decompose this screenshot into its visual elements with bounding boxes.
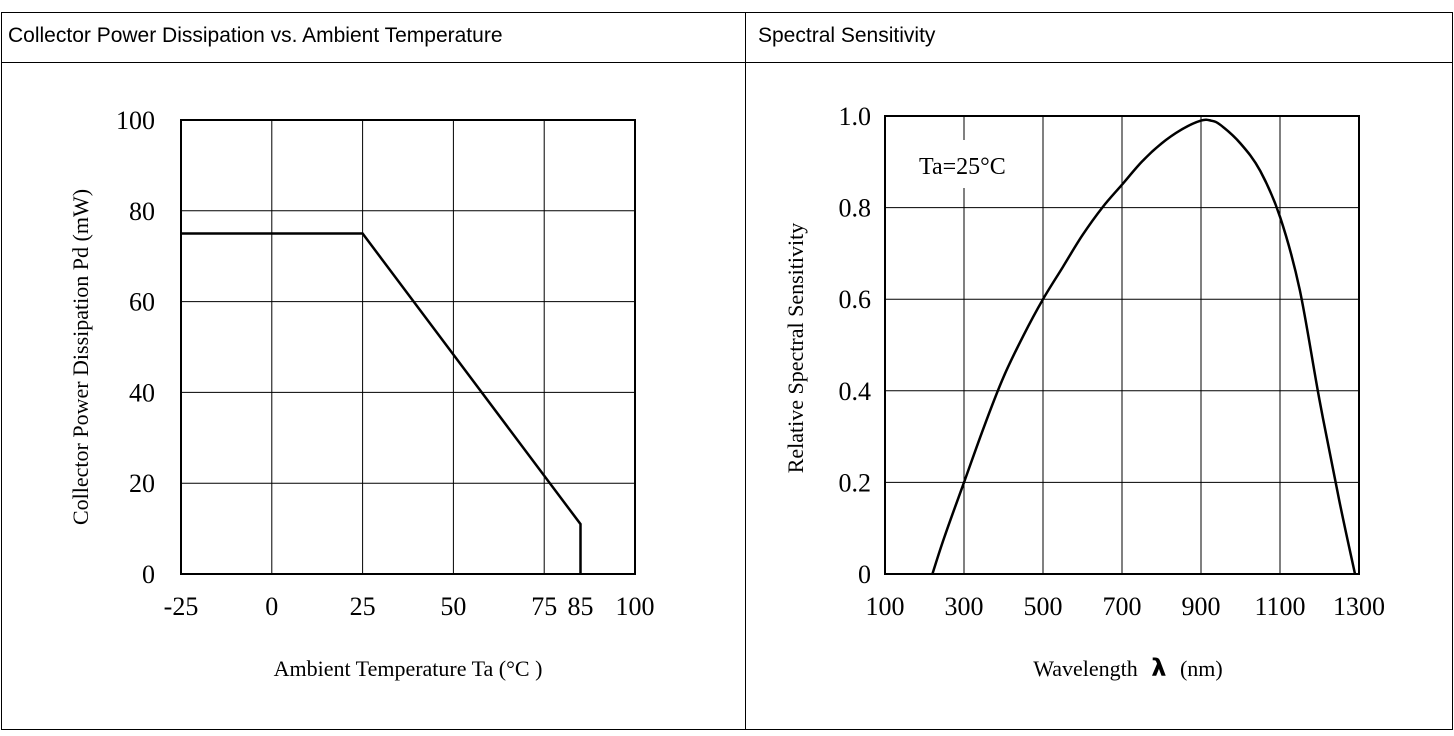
- power-chart-y-tick-label: 20: [129, 469, 155, 498]
- power-chart-y-tick-label: 60: [129, 288, 155, 317]
- power-chart-x-tick-label: 85: [568, 592, 594, 621]
- spectral-chart-sensitivity-curve: [931, 118, 1357, 575]
- power-chart-y-tick-label: 100: [116, 106, 155, 135]
- spectral-chart-x-axis-label-text: Wavelength: [1033, 656, 1138, 681]
- left-panel-header: Collector Power Dissipation vs. Ambient …: [8, 24, 503, 47]
- spectral-chart-x-tick-labels: 100 300 500 700 900 1100 1300: [866, 592, 1386, 621]
- right-panel-header: Spectral Sensitivity: [758, 24, 936, 47]
- spectral-chart-y-tick-label: 1.0: [839, 102, 872, 131]
- spectral-chart-x-tick-label: 300: [945, 592, 984, 621]
- power-chart-x-tick-label: 50: [440, 592, 466, 621]
- power-chart-x-tick-label: 75: [531, 592, 557, 621]
- spectral-chart-x-tick-label: 1100: [1254, 592, 1305, 621]
- table-grid-lines: [1, 12, 1453, 730]
- power-chart-plot-frame: [180, 119, 636, 575]
- power-chart-x-tick-labels: -25 0 25 50 75 85 100: [164, 592, 655, 621]
- spectral-chart-plot-frame: [884, 115, 1360, 575]
- power-chart-y-tick-label: 80: [129, 197, 155, 226]
- spectral-chart-annotation-box: [897, 140, 1031, 188]
- power-chart-x-tick-label: 0: [265, 592, 278, 621]
- spectral-chart-x-tick-label: 100: [866, 592, 905, 621]
- spectral-chart-y-tick-label: 0.4: [839, 377, 872, 406]
- spectral-chart-y-tick-label: 0.8: [839, 194, 872, 223]
- power-chart-x-tick-label: 100: [616, 592, 655, 621]
- power-chart-y-tick-label: 40: [129, 378, 155, 407]
- spectral-chart-x-tick-label: 500: [1024, 592, 1063, 621]
- power-chart-y-tick-labels: 0 20 40 60 80 100: [116, 106, 155, 589]
- spectral-sensitivity-chart: 0 0.2 0.4 0.6 0.8 1.0 100 300 500 700 900 1100 1300…: [783, 102, 1385, 682]
- power-chart-x-tick-label: -25: [164, 592, 199, 621]
- spectral-chart-x-tick-label: 1300: [1333, 592, 1385, 621]
- table-outer-border: [1, 12, 1453, 730]
- power-chart-y-axis-label: Collector Power Dissipation Pd (mW): [68, 189, 93, 525]
- spectral-chart-x-axis-label-unit: (nm): [1180, 656, 1223, 681]
- spectral-chart-x-tick-label: 900: [1182, 592, 1221, 621]
- spectral-chart-y-tick-label: 0.6: [839, 285, 872, 314]
- power-chart-x-axis-label: Ambient Temperature Ta (°C ): [274, 656, 543, 681]
- spectral-chart-y-tick-labels: 0 0.2 0.4 0.6 0.8 1.0: [839, 102, 872, 589]
- spectral-chart-y-tick-label: 0.2: [839, 468, 872, 497]
- spectral-chart-x-axis-label: Wavelength λ (nm): [1033, 654, 1222, 682]
- spectral-chart-x-tick-label: 700: [1103, 592, 1142, 621]
- power-chart-y-tick-label: 0: [142, 560, 155, 589]
- power-chart-x-tick-label: 25: [350, 592, 376, 621]
- spectral-chart-y-tick-label: 0: [858, 560, 871, 589]
- power-chart-derating-curve: [181, 232, 582, 574]
- spectral-chart-x-axis-label-symbol: λ: [1151, 654, 1166, 682]
- spectral-chart-y-axis-label: Relative Spectral Sensitivity: [783, 223, 808, 474]
- spectral-chart-annotation: Ta=25°C: [919, 154, 1006, 180]
- power-dissipation-chart: 0 20 40 60 80 100 -25 0 25 50 75 85 100 Collector P…: [68, 106, 655, 681]
